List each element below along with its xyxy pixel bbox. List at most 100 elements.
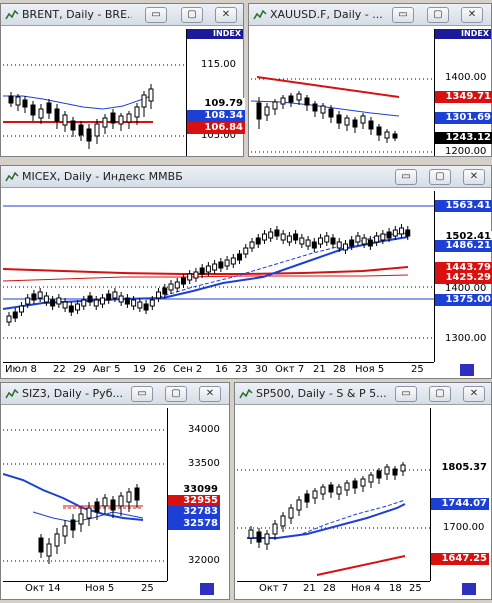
titlebar[interactable]: SIZ3, Daily - Руб... ▭ ▢ ✕ (1, 383, 229, 405)
maximize-button[interactable]: ▢ (427, 7, 449, 23)
minimize-button[interactable]: ▭ (131, 386, 153, 402)
candle-body (274, 229, 280, 237)
maximize-button[interactable]: ▢ (165, 386, 187, 402)
candle-body (93, 299, 99, 307)
price-axis[interactable]: 1563.41 1502.41 1486.21 1443.79 1425.29 … (434, 191, 492, 362)
price-axis[interactable]: 1805.37 1744.07 1700.00 1647.25 (430, 408, 491, 581)
x-tick-label: 25 (141, 583, 154, 594)
y-tick-label: 115.00 (201, 59, 236, 70)
ma-red-label: 32955 (168, 495, 220, 507)
time-axis[interactable]: Окт 14 Ноя 5 25 (3, 581, 167, 597)
close-button[interactable]: ✕ (199, 386, 221, 402)
ma-red-label: 1349.71 (435, 91, 492, 103)
y-tick-label: 1700.00 (443, 522, 485, 533)
titlebar[interactable]: MICEX, Daily - Индекс ММВБ ▭ ▢ ✕ (1, 166, 491, 188)
candle-body (193, 271, 199, 279)
candle-body (280, 233, 286, 241)
maximize-button[interactable]: ▢ (429, 386, 451, 402)
price-chart[interactable] (251, 29, 434, 156)
ma-blue-label: 1301.69 (435, 112, 492, 124)
current-price-label: 1243.12 (435, 132, 492, 144)
chart-window-brent[interactable]: BRENT, Daily - BRE... ▭ ▢ ✕ (0, 3, 245, 157)
current-price-label: 1805.37 (431, 462, 489, 474)
x-tick-label: 21 (313, 364, 326, 375)
x-tick-label: Авг 5 (93, 364, 121, 375)
candle-body (137, 301, 143, 309)
price-chart[interactable] (3, 191, 434, 362)
ma-red-label: 1443.79 (435, 262, 492, 274)
x-tick-label: Сен 2 (173, 364, 203, 375)
chart-icon (5, 388, 19, 399)
candle-body (367, 239, 373, 247)
candle-body (399, 227, 405, 235)
chart-window-sp500[interactable]: SP500, Daily - S & P 5... ▭ ▢ ✕ (234, 382, 492, 600)
candle-body (218, 261, 224, 269)
x-tick-label: 25 (409, 583, 422, 594)
ma-red-label: 106.84 (187, 122, 245, 134)
candle-body (112, 291, 118, 299)
scroll-end-icon[interactable] (461, 582, 477, 596)
price-axis[interactable]: 34000 33500 33099 32955 32783 32578 3200… (167, 408, 229, 581)
minimize-button[interactable]: ▭ (395, 169, 417, 185)
chart-icon (253, 9, 267, 20)
x-tick-label: Окт 7 (259, 583, 289, 594)
minimize-button[interactable]: ▭ (395, 386, 417, 402)
candle-body (99, 297, 105, 305)
candle-body (355, 235, 361, 243)
price-chart[interactable] (237, 408, 430, 581)
chart-window-siz3[interactable]: SIZ3, Daily - Руб... ▭ ▢ ✕ 34000 (0, 382, 230, 600)
chart-window-xauusd[interactable]: XAUUSD.F, Daily - ... ▭ ▢ ✕ (248, 3, 492, 157)
x-tick-label: 16 (215, 364, 228, 375)
candle-body (37, 291, 43, 299)
titlebar[interactable]: XAUUSD.F, Daily - ... ▭ ▢ ✕ (249, 4, 491, 26)
chart-window-micex[interactable]: MICEX, Daily - Индекс ММВБ ▭ ▢ ✕ 1563.41… (0, 165, 492, 379)
window-title: SIZ3, Daily - Руб... (22, 387, 122, 400)
titlebar[interactable]: BRENT, Daily - BRE... ▭ ▢ ✕ (1, 4, 243, 26)
candle-body (143, 303, 149, 311)
x-tick-label: Ноя 5 (85, 583, 115, 594)
candle-body (131, 299, 137, 307)
x-tick-label: 30 (255, 364, 268, 375)
close-button[interactable]: ✕ (463, 169, 485, 185)
window-title: SP500, Daily - S & P 5... (256, 387, 386, 400)
time-axis[interactable]: Окт 7 21 28 Ноя 4 18 25 (237, 581, 430, 597)
window-title: MICEX, Daily - Индекс ММВБ (22, 170, 183, 183)
candle-body (56, 297, 62, 305)
candle-body (286, 235, 292, 243)
scroll-end-icon[interactable] (459, 363, 475, 377)
close-button[interactable]: ✕ (215, 7, 237, 23)
candle-body (224, 259, 230, 267)
maximize-button[interactable]: ▢ (429, 169, 451, 185)
x-tick-label: 28 (333, 364, 346, 375)
minimize-button[interactable]: ▭ (145, 7, 167, 23)
scroll-end-icon[interactable] (199, 582, 215, 596)
candle-body (124, 297, 130, 305)
ma-blue-label: 1486.21 (435, 240, 492, 252)
candle-body (249, 241, 255, 249)
candle-body (405, 229, 411, 237)
price-chart[interactable] (3, 408, 167, 581)
candle-body (349, 239, 355, 247)
titlebar[interactable]: SP500, Daily - S & P 5... ▭ ▢ ✕ (235, 383, 491, 405)
x-tick-label: 23 (235, 364, 248, 375)
candle-body (68, 305, 74, 313)
candle-body (293, 233, 299, 241)
price-axis[interactable]: INDEX 115.00 105.00 109.79 108.34 106.84 (186, 29, 245, 156)
maximize-button[interactable]: ▢ (181, 7, 203, 23)
close-button[interactable]: ✕ (461, 7, 483, 23)
price-axis[interactable]: INDEX 1400.00 1200.00 1349.71 1301.69 12… (434, 29, 492, 157)
minimize-button[interactable]: ▭ (392, 7, 414, 23)
candle-body (230, 257, 236, 265)
candle-body (311, 241, 317, 249)
candle-body (255, 237, 261, 245)
time-axis[interactable]: Июл 8 22 29 Авг 5 19 26 Сен 2 16 23 30 О… (3, 362, 434, 378)
price-chart[interactable] (3, 29, 186, 156)
close-button[interactable]: ✕ (463, 386, 485, 402)
chart-icon (239, 388, 253, 399)
candle-body (336, 241, 342, 249)
y-tick-label: 34000 (188, 424, 220, 435)
candle-body (18, 305, 24, 313)
candle-body (380, 233, 386, 241)
chart-icon (5, 9, 19, 20)
candle-body (149, 299, 155, 307)
